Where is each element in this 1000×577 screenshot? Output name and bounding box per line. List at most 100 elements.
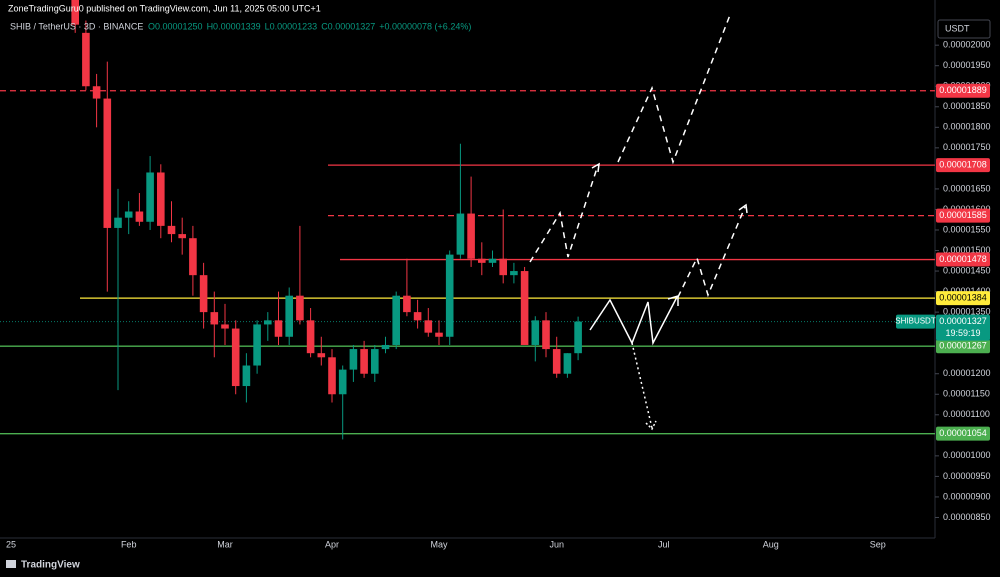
y-tick-label: 0.00001950 — [943, 60, 991, 70]
candle-body — [499, 258, 507, 276]
candle-body — [531, 320, 540, 345]
candle-body — [520, 271, 529, 345]
candle-body — [274, 320, 283, 337]
brand: TradingView — [21, 560, 80, 571]
y-tick-label: 0.00001450 — [943, 265, 991, 275]
y-tick-label: 0.00001550 — [943, 224, 991, 234]
candle-body — [71, 0, 79, 25]
x-tick-label: Jul — [658, 539, 670, 549]
legend-value: O0.00001250 — [148, 21, 203, 31]
candle-body — [189, 238, 197, 276]
legend-value: L0.00001233 — [265, 21, 318, 31]
symbol-box — [896, 314, 935, 329]
x-tick-label: May — [430, 539, 448, 549]
candle-body — [157, 172, 165, 226]
y-tick-label: 0.00001200 — [943, 368, 991, 378]
legend-value: H0.00001339 — [207, 21, 261, 31]
level-label-box — [936, 426, 990, 441]
currency[interactable]: USDT — [945, 23, 970, 33]
candle-body — [338, 369, 347, 395]
level-label-box — [936, 83, 990, 98]
brand-logo — [6, 560, 16, 568]
candle-body — [296, 295, 304, 321]
level-label-box — [936, 252, 990, 267]
x-tick-label: Jun — [549, 539, 564, 549]
y-tick-label: 0.00001000 — [943, 450, 991, 460]
candle-body — [435, 332, 443, 337]
candle-body — [478, 258, 486, 263]
level-label: 0.00001267 — [939, 341, 987, 351]
x-tick-label: Apr — [325, 539, 339, 549]
candle-body — [306, 320, 315, 354]
x-tick-label: Aug — [763, 539, 779, 549]
candle-body — [403, 295, 411, 313]
level-label: 0.00001384 — [939, 293, 987, 303]
last-price-box — [936, 314, 990, 341]
candle-body — [146, 172, 154, 222]
y-tick-label: 0.00001100 — [943, 409, 990, 419]
level-label: 0.00001478 — [939, 254, 987, 264]
candle-body — [317, 353, 326, 358]
y-tick-label: 0.00000900 — [943, 491, 991, 501]
legend-value: +0.00000078 (+6.24%) — [379, 21, 471, 31]
arrow-head — [591, 162, 600, 173]
candle-body — [242, 365, 251, 387]
candle-body — [360, 349, 368, 374]
x-tick-label: Mar — [217, 539, 233, 549]
candle-body — [456, 213, 465, 255]
candle-body — [210, 312, 219, 325]
candle-body — [221, 324, 229, 329]
level-label-box — [936, 158, 990, 173]
candle-body — [264, 320, 272, 325]
y-tick-label: 0.00000950 — [943, 471, 991, 481]
candle-body — [574, 321, 582, 354]
legend-value: C0.00001327 — [321, 21, 375, 31]
symbol-label: SHIBUSDT — [895, 317, 936, 326]
x-tick-label: Sep — [870, 539, 886, 549]
candle-body — [552, 349, 561, 374]
candle-body — [199, 275, 208, 313]
projection-drawings — [529, 14, 748, 431]
level-label-box — [936, 339, 990, 354]
level-label: 0.00001708 — [939, 159, 987, 169]
candle-body — [413, 312, 422, 321]
projection-path — [529, 164, 599, 263]
candle-body — [349, 349, 358, 370]
candle-body — [167, 225, 176, 235]
candle-body — [92, 86, 101, 99]
y-tick-label: 0.00001350 — [943, 306, 991, 316]
candle-body — [103, 98, 112, 228]
candle-body — [253, 324, 261, 366]
candle-body — [135, 211, 144, 222]
symbol: SHIB / TetherUS · 3D · BINANCE — [10, 21, 143, 31]
candle-body — [510, 271, 518, 276]
y-tick-label: 0.00001750 — [943, 142, 991, 152]
candle-body — [124, 211, 133, 218]
candle-body — [424, 320, 433, 333]
x-tick-label: 25 — [6, 539, 16, 549]
arrow-head — [738, 203, 748, 214]
candle-body — [178, 234, 186, 239]
candle-body — [563, 353, 572, 374]
level-label-box — [936, 208, 990, 223]
candle-body — [114, 217, 122, 228]
level-label: 0.00001054 — [939, 428, 987, 438]
y-axis: 0.000020000.000019500.000019000.00001850… — [935, 40, 991, 522]
candle-body — [542, 320, 550, 350]
candle-body — [371, 349, 379, 374]
candle-body — [328, 357, 336, 395]
candle-body — [488, 258, 497, 263]
ohlc-legend: O0.00001250 H0.00001339 L0.00001233 C0.0000… — [148, 21, 471, 31]
level-labels: 0.00001889 0.00001708 0.00001585 0.00001478… — [895, 83, 990, 441]
arrow-head — [667, 294, 679, 306]
currency-box[interactable] — [937, 19, 991, 39]
logo-mark — [6, 560, 16, 568]
last-price-label: 0.00001327 — [939, 316, 987, 326]
arrow-head — [645, 420, 657, 431]
levels — [0, 90, 935, 435]
level-label: 0.00001585 — [939, 210, 987, 220]
y-tick-label: 0.00001500 — [943, 245, 991, 255]
y-tick-label: 0.00000850 — [943, 512, 991, 522]
candle-body — [381, 344, 390, 350]
